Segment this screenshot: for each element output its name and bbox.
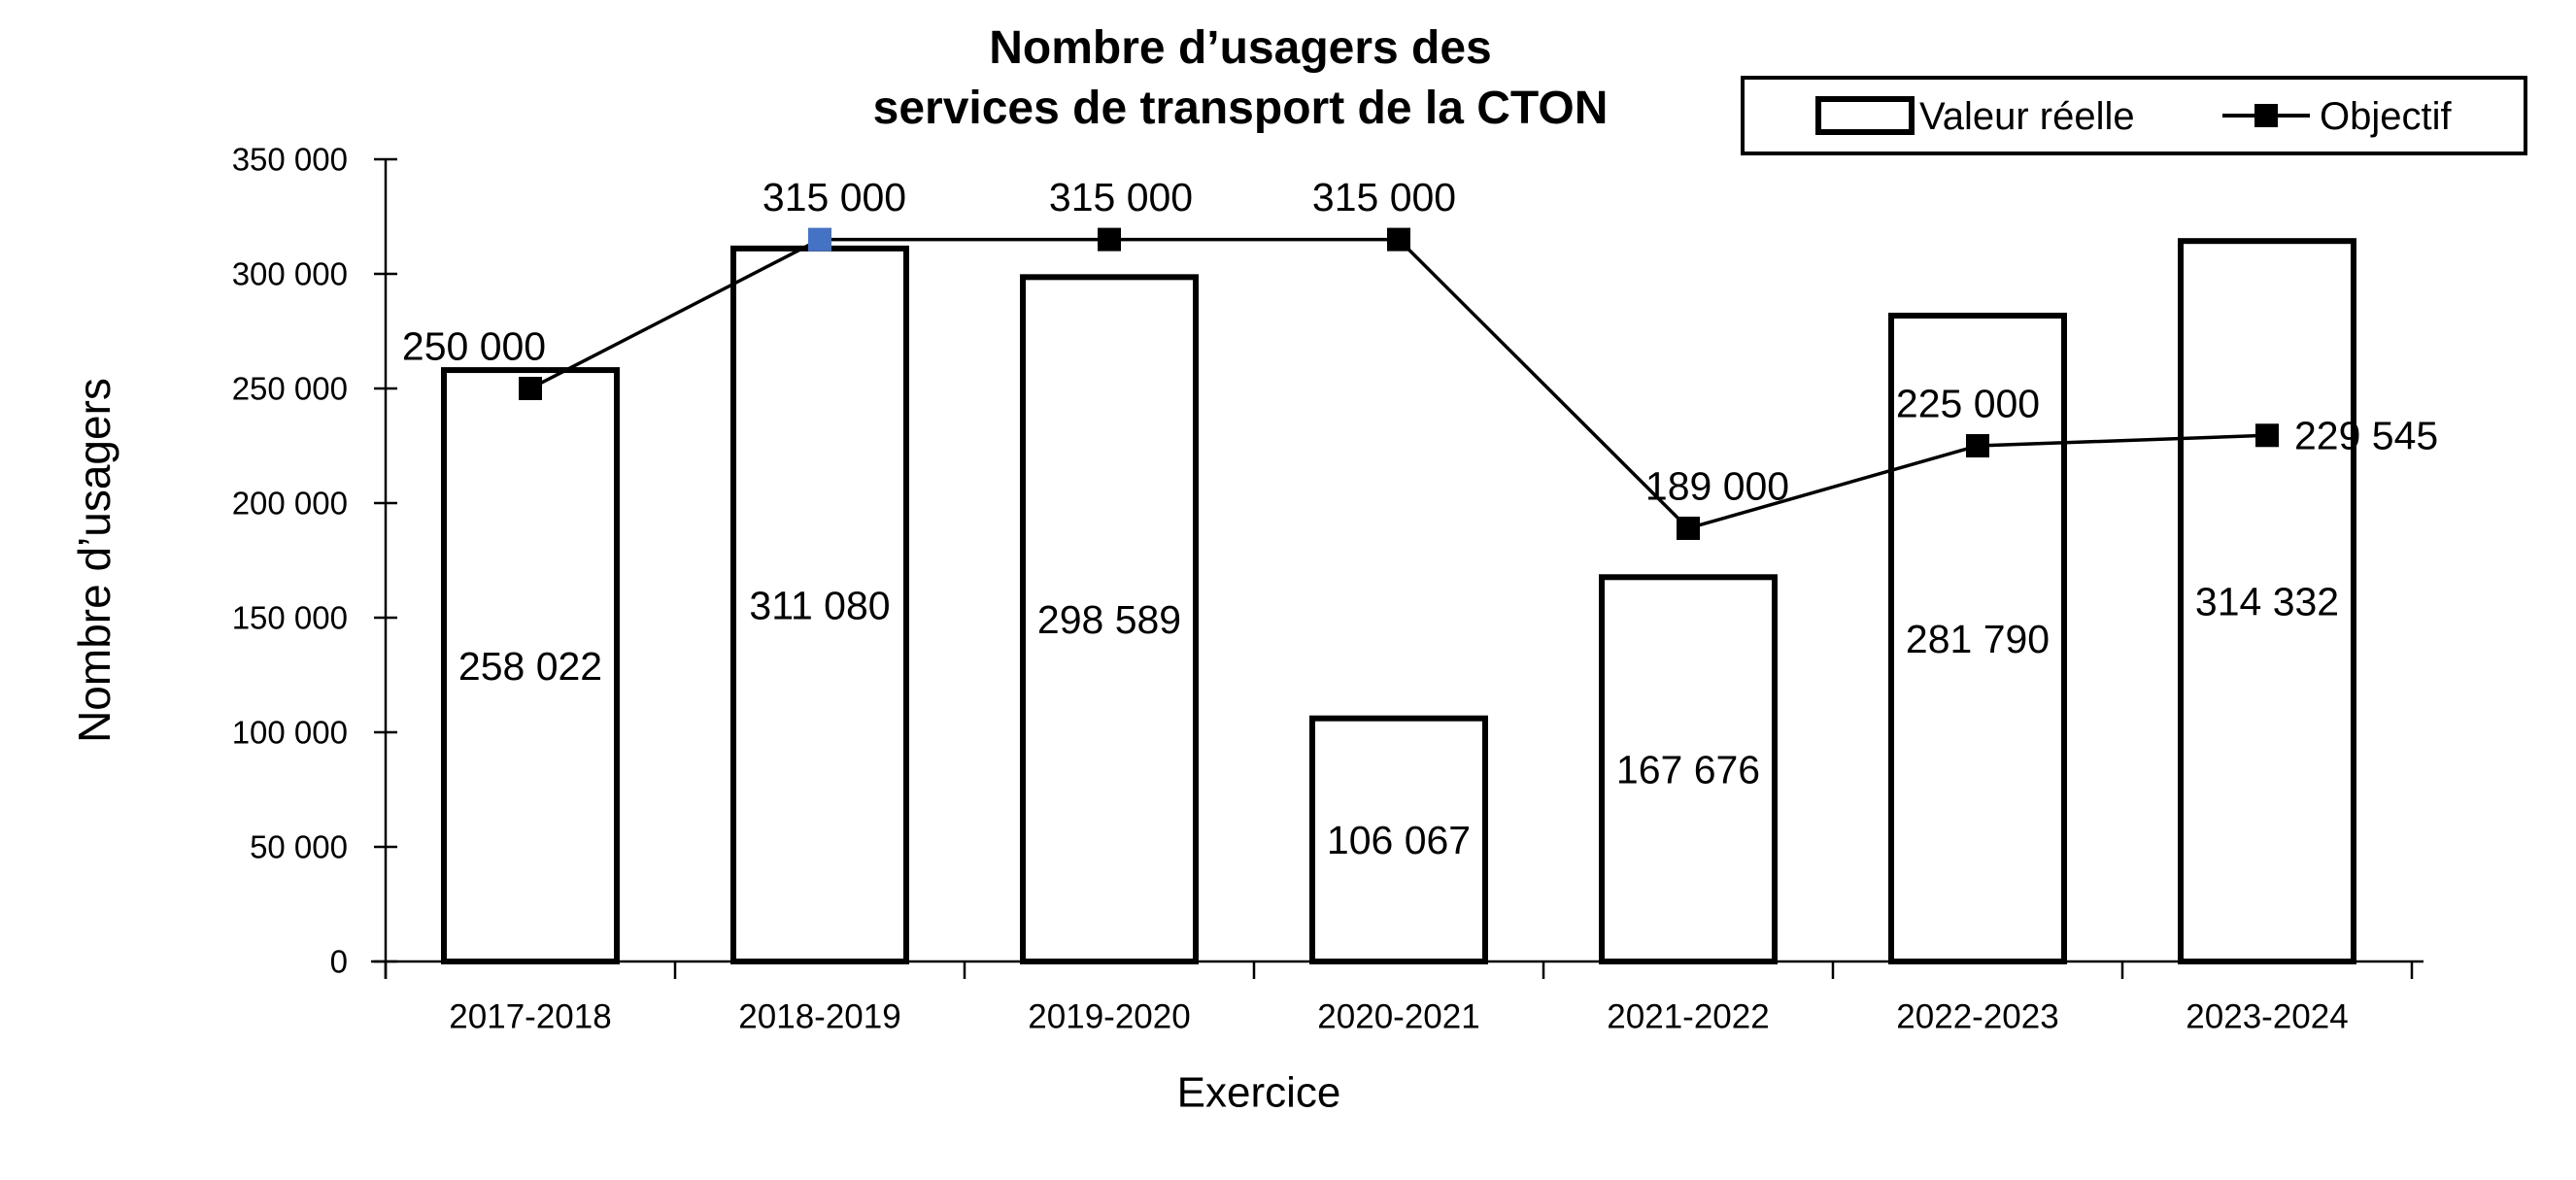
- bar-value-label: 106 067: [1327, 818, 1471, 862]
- bar-value-label: 311 080: [749, 583, 890, 627]
- objectif-value-label: 315 000: [1049, 175, 1193, 219]
- y-tick-label: 200 000: [232, 486, 348, 522]
- objectif-value-label: 229 545: [2294, 414, 2438, 458]
- bar-2017-2018: [441, 367, 620, 965]
- objectif-marker-2022-2023: [1966, 434, 1989, 457]
- x-category-label: 2022-2023: [1896, 997, 2058, 1035]
- objectif-value-label: 225 000: [1896, 381, 2040, 425]
- x-axis-title: Exercice: [1177, 1068, 1341, 1116]
- x-category-label: 2017-2018: [449, 997, 611, 1035]
- plot-area: 0 50 000 100 000 150 000 200 000 250 000 300 0…: [232, 142, 2439, 1036]
- objectif-marker-2019-2020: [1098, 227, 1121, 252]
- bar-value-label: 298 589: [1037, 597, 1181, 642]
- bar-2022-2023: [1888, 312, 2067, 964]
- objectif-marker-2021-2022: [1677, 516, 1700, 540]
- x-category-label: 2019-2020: [1028, 997, 1190, 1035]
- bar-2023-2024: [2178, 238, 2356, 965]
- y-axis-title: Nombre d’usagers: [69, 378, 119, 743]
- objectif-value-label: 189 000: [1645, 463, 1789, 508]
- chart-title-line2: services de transport de la CTON: [873, 83, 1609, 134]
- legend-label-objectif: Objectif: [2320, 95, 2452, 138]
- objectif-value-label: 315 000: [763, 175, 906, 219]
- legend-label-valeur-reelle: Valeur réelle: [1919, 95, 2135, 138]
- x-category-label: 2020-2021: [1317, 997, 1479, 1035]
- bar-value-label: 314 332: [2195, 579, 2339, 624]
- objectif-marker-2023-2024: [2255, 423, 2279, 448]
- chart-title-line1: Nombre d’usagers des: [989, 22, 1492, 74]
- bar-value-label: 167 676: [1616, 747, 1760, 792]
- bar-2021-2022: [1599, 574, 1778, 965]
- y-tick-label: 300 000: [232, 256, 348, 292]
- y-tick-label: 50 000: [250, 829, 348, 865]
- x-category-label: 2018-2019: [738, 997, 900, 1035]
- legend-bar-swatch-icon: [1815, 96, 1915, 135]
- objectif-value-label: 250 000: [402, 323, 546, 368]
- legend: Valeur réelle Objectif: [1741, 76, 2527, 155]
- bar-2019-2020: [1020, 274, 1199, 964]
- objectif-marker-2020-2021: [1387, 227, 1410, 252]
- bar-value-label: 258 022: [458, 644, 602, 689]
- y-tick-label: 250 000: [232, 371, 348, 407]
- objectif-value-label: 315 000: [1312, 175, 1456, 219]
- x-category-label: 2021-2022: [1607, 997, 1769, 1035]
- objectif-marker-2018-2019: [808, 227, 831, 252]
- x-category-label: 2023-2024: [2186, 997, 2348, 1035]
- y-tick-label: 100 000: [232, 715, 348, 751]
- legend-marker-swatch-icon: [2254, 104, 2278, 127]
- bar-2020-2021: [1309, 715, 1488, 964]
- y-tick-label: 150 000: [232, 600, 348, 636]
- bar-value-label: 281 790: [1906, 617, 2050, 661]
- y-tick-label: 350 000: [232, 142, 348, 178]
- y-tick-label: 0: [330, 944, 348, 980]
- objectif-marker-2017-2018: [519, 377, 542, 400]
